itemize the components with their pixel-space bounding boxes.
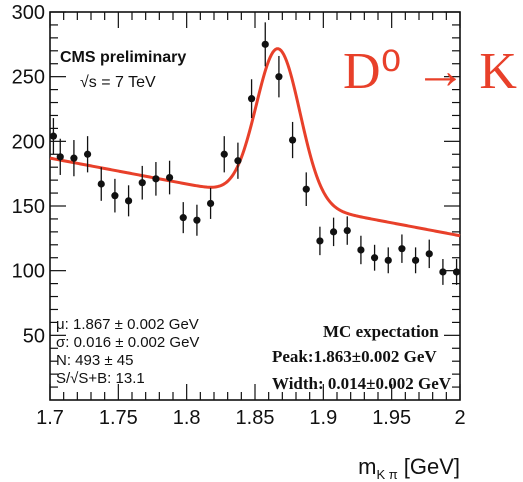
energy-label: √s = 7 TeV [80,74,156,91]
point-marker [411,256,420,264]
data-point [288,121,297,159]
data-point [370,244,379,271]
x-tick-label: 2 [454,407,465,429]
x-tick-label: 1.7 [36,407,64,429]
point-marker [425,250,433,258]
fit-significance: S/√S+B: 13.1 [56,370,145,387]
point-marker [49,132,58,140]
data-point [234,142,242,179]
x-axis-label-sub: K π [376,467,397,482]
y-tick-label: 300 [12,2,45,24]
point-marker [316,237,324,245]
x-tick-label: 1.9 [309,407,337,429]
data-point [111,178,119,213]
point-marker [370,254,379,262]
data-point [138,165,146,200]
data-point [302,172,310,206]
point-marker [329,228,338,236]
experiment-label: CMS preliminary [60,49,186,66]
x-tick-label: 1.85 [236,407,275,429]
point-marker [179,214,187,222]
point-marker [138,179,146,187]
data-points [49,22,461,285]
y-tick-label: 150 [12,196,45,218]
data-point [193,204,201,236]
point-marker [247,95,256,103]
data-point [316,226,324,256]
data-point [384,247,392,274]
data-point [124,185,133,217]
data-point [425,239,433,269]
data-point [70,140,78,177]
y-tick-label: 50 [23,325,45,347]
fit-mu: μ: 1.867 ± 0.002 GeV [56,316,199,333]
point-marker [275,73,283,81]
data-point [398,234,406,263]
data-point [439,259,447,285]
data-point [49,118,58,155]
point-marker [220,150,228,158]
x-tick-label: 1.95 [372,407,411,429]
x-tick-label: 1.8 [173,407,201,429]
y-tick-label: 200 [12,131,45,153]
point-marker [97,180,105,188]
data-point [343,216,351,245]
data-point [357,235,365,265]
fit-sigma: σ: 0.016 ± 0.002 GeV [56,334,199,351]
point-marker [165,173,174,182]
point-marker [234,157,242,165]
x-tick-label: 1.75 [99,407,138,429]
data-point [275,55,283,98]
point-marker [357,246,365,254]
point-marker [152,175,160,183]
x-axis-label-main: m [358,454,376,479]
point-marker [343,226,351,235]
point-marker [193,216,201,224]
data-point [452,259,461,285]
axis-ticks [49,11,461,400]
mc-width: Width: 0.014±0.002 GeV [272,374,452,393]
mc-expectation: MC expectation Peak:1.863±0.002 GeV Widt… [272,322,452,393]
point-marker [124,197,133,205]
point-marker [398,245,406,253]
x-axis-label-unit: [GeV] [404,454,460,479]
data-point [165,160,174,195]
data-point [220,136,228,173]
x-axis-label: mK π [GeV] [358,454,460,482]
point-marker [261,40,269,48]
point-marker [206,199,215,208]
mc-peak: Peak:1.863±0.002 GeV [272,347,437,366]
point-marker [302,185,310,193]
data-point [261,22,269,67]
data-point [97,167,105,201]
fit-n: N: 493 ± 45 [56,352,133,369]
x-tick-labels: 1.7 1.75 1.8 1.85 1.9 1.95 2 [36,407,465,429]
y-tick-labels: 50 100 150 200 250 300 [12,2,45,347]
data-point [411,247,420,274]
point-marker [70,154,78,162]
y-tick-label: 100 [12,261,45,283]
point-marker [288,136,297,144]
point-marker [439,268,447,276]
decay-label: D⁰ → K [343,43,517,100]
data-point [329,217,338,247]
point-marker [56,153,64,161]
fit-results: μ: 1.867 ± 0.002 GeV σ: 0.016 ± 0.002 Ge… [56,316,199,387]
point-marker [384,256,392,264]
data-point [206,187,215,219]
data-point [247,79,256,119]
mc-title: MC expectation [323,322,439,341]
data-point [83,136,92,173]
data-point [179,202,187,234]
fit-curve [49,47,461,238]
data-point [152,162,160,196]
point-marker [83,150,92,158]
point-marker [111,192,119,200]
data-point [56,138,64,175]
y-tick-label: 250 [12,67,45,89]
point-marker [452,268,461,276]
